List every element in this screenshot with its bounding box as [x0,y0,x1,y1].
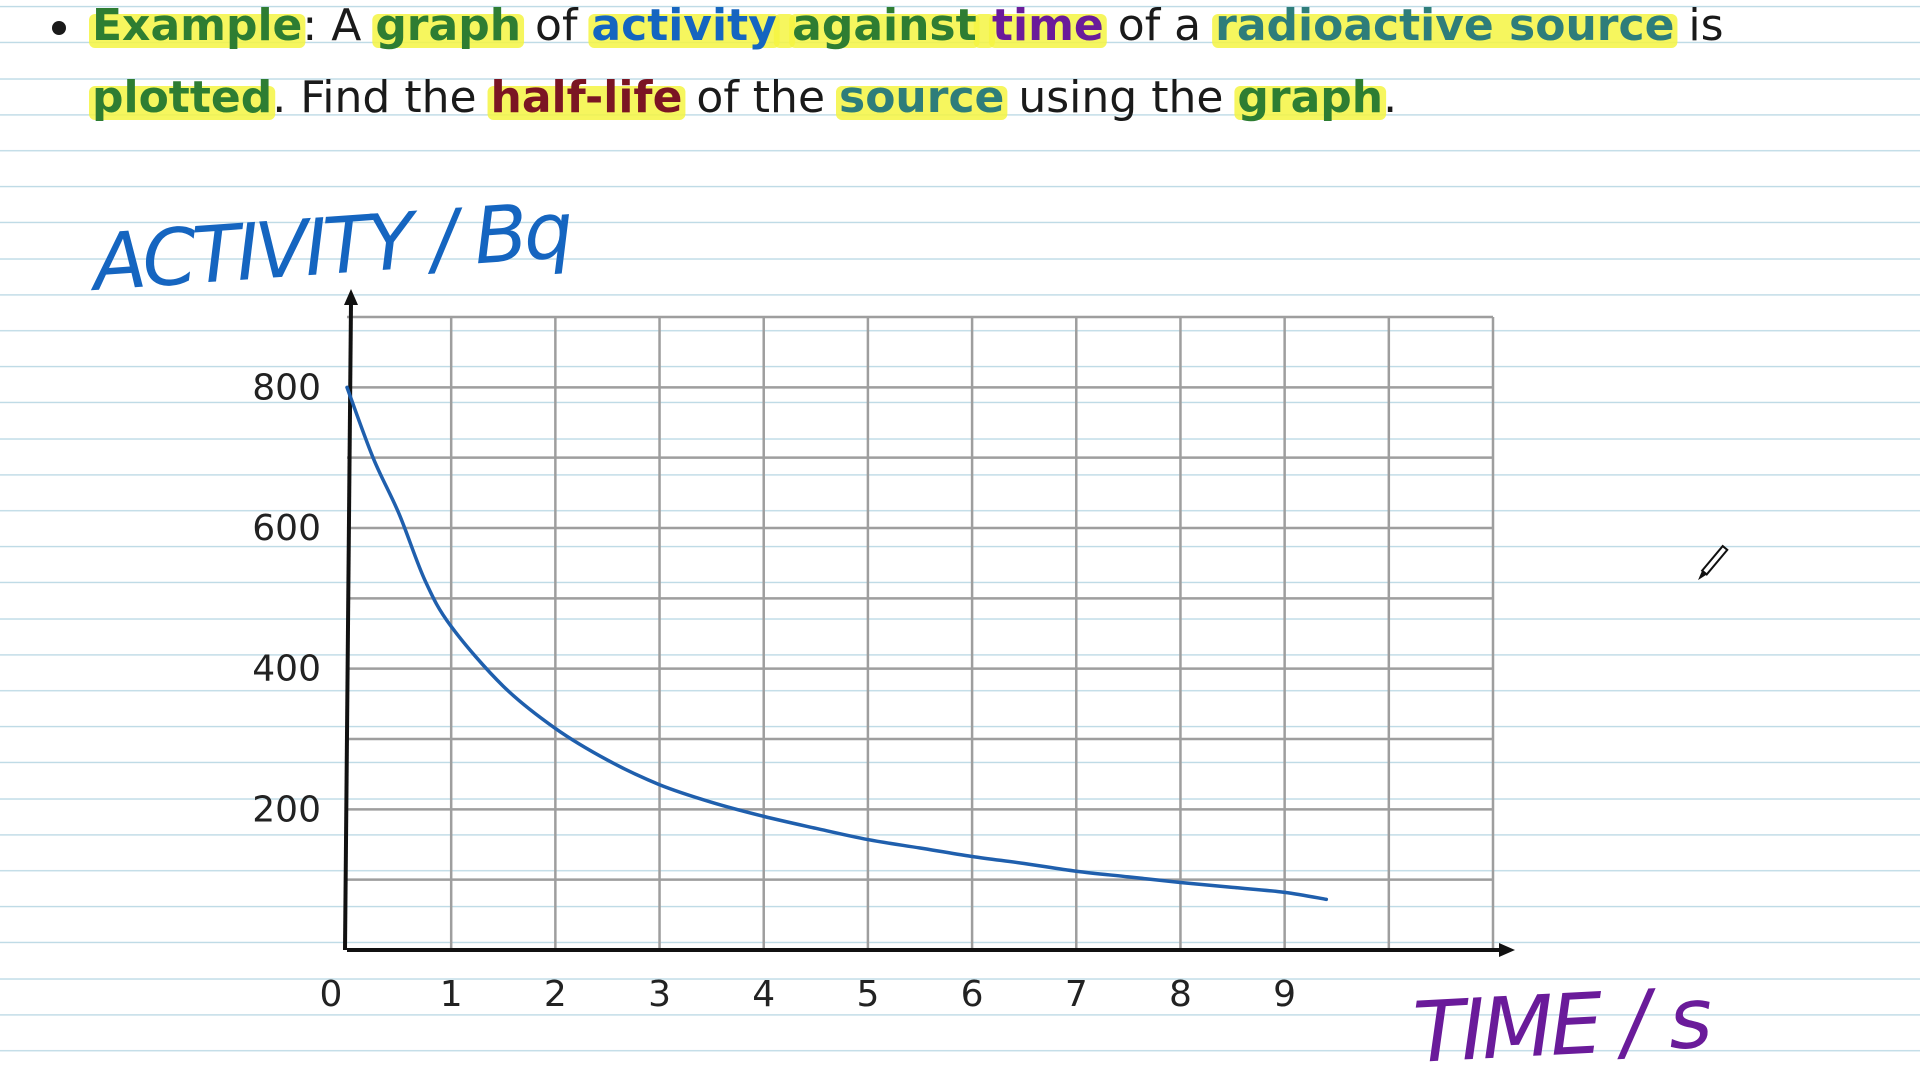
text-highlight [1212,14,1678,48]
segments_line2-segment: source [839,72,1004,123]
segments_line1-segment: time [992,0,1104,51]
x-axis-arrow-icon [1499,943,1515,957]
segments_line1-segment: is [1674,0,1723,51]
segments_line2-segment: half-life [491,72,683,123]
chart-grid [347,315,1495,950]
text-highlight [89,14,306,48]
text-highlight [836,86,1008,120]
y-tick-label: 800 [252,367,321,408]
x-tick-label: 2 [544,974,567,1015]
text-highlight [789,14,980,48]
decay-curve [345,385,1329,902]
segments_line1-segment [977,0,992,51]
text-highlight [372,14,525,48]
text-highlight [1234,86,1387,120]
y-tick-label: 200 [252,789,321,830]
segments_line1-segment: against [792,0,977,51]
x-tick-label: 5 [856,974,879,1015]
highlights [89,14,1678,120]
segments_line1-segment: graph [375,0,521,51]
question-line-2: plotted. Find the half-life of the sourc… [92,72,1397,123]
segments_line1-segment: Example [92,0,302,51]
text-highlight [988,14,1107,48]
x-tick-label: 8 [1169,974,1192,1015]
chart-tick-labels: 0 1 2 3 4 5 6 7 8 9 200 400 600 800 [252,367,1296,1015]
segments_line1-segment: of [521,0,591,51]
question-text: Example: A graph of activity against tim… [52,0,1724,123]
text-highlight [487,86,686,120]
handwritten-y-axis-label: ACTIVITY / Bq [85,186,574,310]
x-tick-label: 6 [961,974,984,1015]
segments_line2-segment: using the [1004,72,1237,123]
y-tick-label: 400 [252,649,321,690]
segments_line2-segment: graph [1237,72,1383,123]
text-highlight [588,14,780,48]
x-tick-label: 4 [752,974,775,1015]
bullet-point [52,21,66,35]
chart-axes [343,289,1515,957]
y-axis-line [343,302,353,951]
y-tick-label: 600 [252,508,321,549]
question-line-1: Example: A graph of activity against tim… [92,0,1724,51]
handwritten-x-axis-label: TIME / s [1411,969,1713,1080]
segments_line2-segment: . Find the [272,72,490,123]
activity-time-chart: 0 1 2 3 4 5 6 7 8 9 200 400 600 800 [252,289,1515,1015]
segments_line2-segment: plotted [92,72,272,123]
segments_line2-segment: of the [682,72,839,123]
segments_line2-segment: . [1383,72,1397,123]
segments_line1-segment: radioactive source [1215,0,1674,51]
segments_line1-segment: activity [591,0,776,51]
chart-series [345,385,1329,902]
segments_line1-segment: : A [302,0,375,51]
x-tick-label: 1 [440,974,463,1015]
x-tick-label: 9 [1273,974,1296,1015]
text-highlight [89,86,276,120]
x-tick-label: 0 [320,974,343,1015]
y-axis-arrow-icon [344,289,358,305]
pen-cursor-icon [1698,544,1729,581]
x-tick-label: 7 [1065,974,1088,1015]
x-tick-label: 3 [648,974,671,1015]
segments_line1-segment [777,0,792,51]
segments_line1-segment: of a [1104,0,1215,51]
